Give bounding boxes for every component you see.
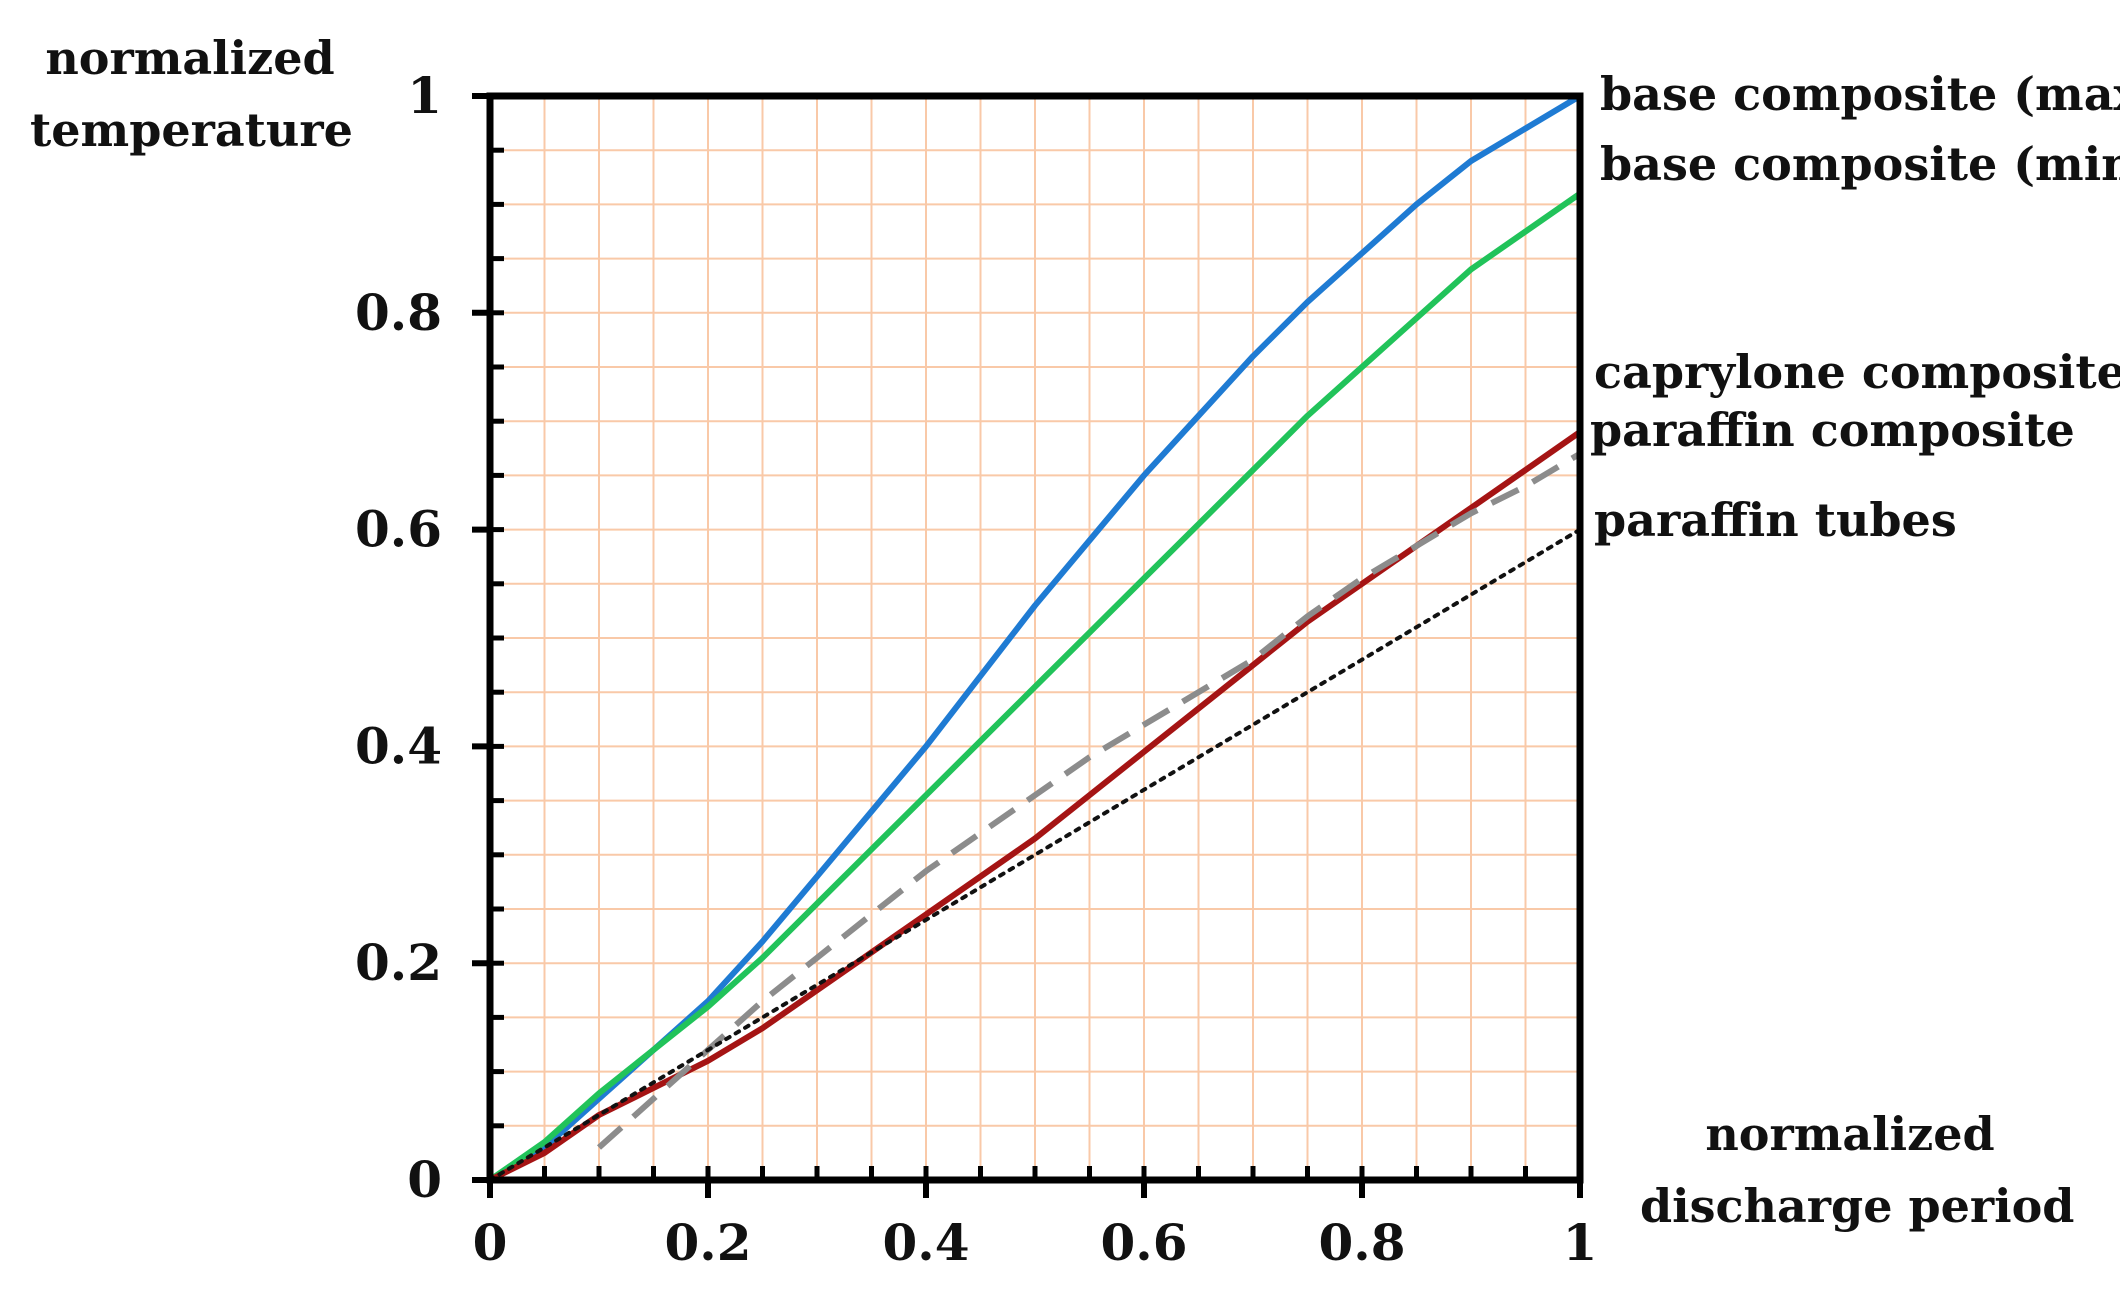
x-tick-label: 1 <box>1563 1213 1598 1272</box>
series-line-2 <box>487 190 1583 1183</box>
y-tick-label: 0.6 <box>355 500 442 559</box>
series-label-2: base composite (min) <box>1600 137 2120 191</box>
axes <box>472 92 1584 1198</box>
x-axis-label-line-1: normalized <box>1705 1107 1995 1161</box>
series-line-4 <box>596 451 1582 1150</box>
series-line-5 <box>488 527 1582 1182</box>
x-tick-label: 0.6 <box>1101 1213 1188 1272</box>
grid <box>490 96 1580 1180</box>
series-label-1: base composite (max) <box>1600 67 2120 121</box>
x-axis-label: normalized discharge period <box>1640 1098 2075 1242</box>
y-axis-label: normalized temperature <box>30 22 353 166</box>
series-lines <box>487 93 1583 1183</box>
tick-labels: 0 0.2 0.4 0.6 0.8 1 0 0.2 0.4 0.6 0.8 1 <box>355 66 1597 1272</box>
series-label-5: paraffin tubes <box>1594 493 1957 547</box>
x-axis-label-line-2: discharge period <box>1640 1179 2075 1233</box>
y-tick-label: 0.2 <box>355 933 442 992</box>
series-labels: base composite (max) base composite (min)… <box>1590 67 2120 547</box>
y-axis-label-line-1: normalized <box>45 31 335 85</box>
y-tick-label: 0.4 <box>355 716 442 775</box>
y-tick-label: 0.8 <box>355 283 442 342</box>
x-tick-label: 0.4 <box>883 1213 970 1272</box>
x-tick-label: 0.8 <box>1319 1213 1406 1272</box>
y-axis-label-line-2: temperature <box>30 103 353 157</box>
series-label-4: paraffin composite <box>1590 403 2075 457</box>
y-tick-label: 0 <box>407 1150 442 1209</box>
series-label-3: caprylone composite <box>1594 345 2120 399</box>
x-tick-label: 0 <box>473 1213 508 1272</box>
y-tick-label: 1 <box>407 66 442 125</box>
x-tick-label: 0.2 <box>665 1213 752 1272</box>
